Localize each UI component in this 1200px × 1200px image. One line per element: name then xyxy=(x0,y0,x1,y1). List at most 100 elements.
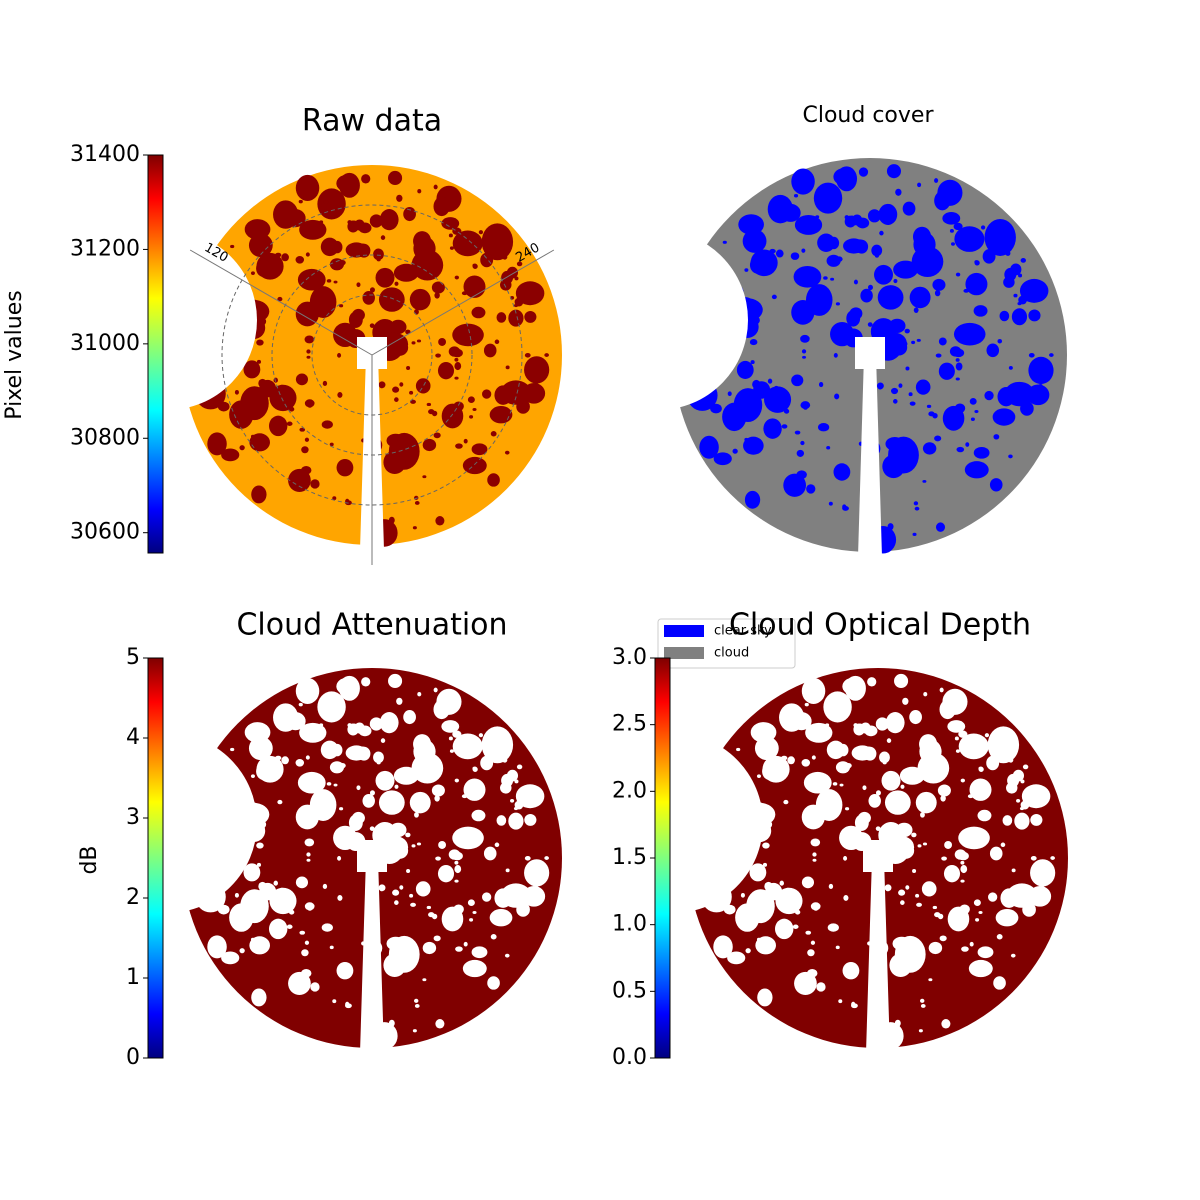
cloud-gap xyxy=(321,420,333,429)
cloud-gap xyxy=(915,791,937,814)
cloud-gap xyxy=(383,450,406,475)
cloud-gap xyxy=(250,271,255,275)
cloud-gap xyxy=(723,904,736,915)
cloud-gap xyxy=(973,899,981,907)
cloud-gap xyxy=(514,800,524,810)
cloud-gap xyxy=(853,723,865,736)
cloud-gap xyxy=(916,902,922,907)
cloud-gap xyxy=(878,203,898,225)
cloud-gap xyxy=(1004,381,1035,407)
cloud-gap xyxy=(920,998,925,1003)
cloud-gap xyxy=(279,384,284,389)
cloud-gap xyxy=(932,905,938,910)
cloud-gap xyxy=(905,827,910,832)
cloud-gap xyxy=(229,400,254,429)
cloud-gap xyxy=(917,381,924,389)
cloud-gap xyxy=(817,423,830,432)
cloud-gap xyxy=(785,887,790,892)
cloud-gap xyxy=(332,496,337,501)
cloud-gap xyxy=(898,383,903,388)
cloud-gap xyxy=(812,858,817,862)
cloud-gap xyxy=(894,673,909,689)
cloud-gap xyxy=(1014,812,1030,830)
cloud-gap xyxy=(502,757,508,763)
cloud-gap xyxy=(392,386,400,393)
cloud-gap xyxy=(740,892,745,898)
cloud-gap xyxy=(791,374,804,387)
cloud-gap xyxy=(369,323,375,328)
cloud-gap xyxy=(888,836,914,857)
cloud-gap xyxy=(356,282,361,288)
cloud-gap xyxy=(749,256,766,274)
cloud-gap xyxy=(326,782,332,786)
cloud-gap xyxy=(250,774,255,778)
cloud-gap xyxy=(522,382,546,404)
cloud-gap xyxy=(455,443,463,449)
cloud-gap xyxy=(910,844,915,850)
cloud-gap xyxy=(404,844,409,850)
cloud-gap xyxy=(356,785,361,791)
colorbar-tick-label: 2.0 xyxy=(612,778,647,803)
cloud-gap xyxy=(781,424,788,429)
cloud-gap xyxy=(833,353,838,358)
cloud-gap xyxy=(441,720,460,733)
cloud-gap xyxy=(969,778,992,801)
cloud-gap xyxy=(487,473,500,487)
cloud-gap xyxy=(448,736,453,741)
cloud-gap xyxy=(431,784,445,797)
cloud-gap xyxy=(884,790,911,815)
cloud-gap xyxy=(961,946,969,952)
cloud-gap xyxy=(299,722,327,743)
cloud-gap xyxy=(317,691,346,723)
cloud-gap xyxy=(1028,885,1052,907)
cloud-gap xyxy=(756,774,761,778)
cloud-gap xyxy=(871,244,883,257)
cloud-gap xyxy=(1028,356,1054,385)
cloud-gap xyxy=(823,276,828,280)
cloud-gap xyxy=(1020,800,1030,810)
cloud-gap xyxy=(958,733,989,760)
cloud-gap xyxy=(478,230,484,235)
cloud-gap xyxy=(762,750,767,756)
cloud-gap xyxy=(913,501,919,506)
cloud-gap xyxy=(348,311,363,328)
colorbar-tick-label: 30800 xyxy=(70,425,140,450)
colorbar-tick-label: 31400 xyxy=(70,142,140,167)
cloud-gap xyxy=(303,727,310,735)
cloud-gap xyxy=(955,358,960,362)
cloud-gap xyxy=(514,297,524,307)
colorbar xyxy=(147,657,164,1059)
cloud-gap xyxy=(295,255,305,264)
cloud-gap xyxy=(524,813,537,826)
cloud-gap xyxy=(783,799,789,805)
cloud-gap xyxy=(307,404,312,408)
cloud-gap xyxy=(964,461,989,479)
cloud-gap xyxy=(297,268,326,291)
cloud-gap xyxy=(437,362,455,380)
cloud-gap xyxy=(743,436,764,455)
cloud-gap xyxy=(922,442,937,455)
mask-notch xyxy=(77,733,257,913)
cloud-gap xyxy=(940,795,946,802)
cloud-gap xyxy=(388,1019,395,1027)
cloud-gap xyxy=(891,387,899,395)
cloud-gap xyxy=(801,876,815,889)
cloud-gap xyxy=(435,1019,445,1029)
cloud-gap xyxy=(441,217,460,230)
cloud-gap xyxy=(843,894,849,901)
cloud-gap xyxy=(947,720,966,733)
cloud-gap xyxy=(422,941,437,955)
cloud-gap xyxy=(827,923,839,932)
cloud-gap xyxy=(854,814,869,831)
cloud-gap xyxy=(333,783,338,787)
colorbar-tick-label: 31200 xyxy=(70,236,140,261)
cloud-gap xyxy=(524,352,531,358)
cloud-gap xyxy=(301,949,309,957)
cloud-gap xyxy=(378,287,405,312)
cloud-gap xyxy=(426,402,432,407)
cloud-gap xyxy=(835,945,840,950)
cloud-gap xyxy=(749,863,767,882)
cloud-gap xyxy=(239,948,245,954)
cloud-gap xyxy=(767,194,793,224)
cloud-gap xyxy=(830,321,855,347)
